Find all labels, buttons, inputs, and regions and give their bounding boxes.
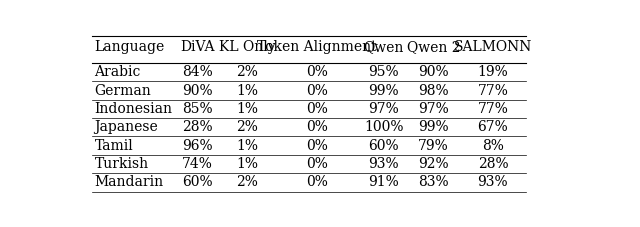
Text: 1%: 1%	[236, 84, 259, 98]
Text: 91%: 91%	[369, 175, 399, 189]
Text: 1%: 1%	[236, 102, 259, 116]
Text: 0%: 0%	[306, 157, 328, 171]
Text: 8%: 8%	[482, 139, 504, 153]
Text: 99%: 99%	[369, 84, 399, 98]
Text: 77%: 77%	[477, 84, 508, 98]
Text: 67%: 67%	[477, 120, 508, 134]
Text: KL Only: KL Only	[219, 40, 276, 54]
Text: Arabic: Arabic	[94, 65, 141, 79]
Text: 0%: 0%	[306, 65, 328, 79]
Text: 74%: 74%	[182, 157, 213, 171]
Text: 2%: 2%	[236, 120, 259, 134]
Text: 100%: 100%	[364, 120, 404, 134]
Text: Token Alignment: Token Alignment	[257, 40, 377, 54]
Text: SALMONN: SALMONN	[454, 40, 532, 54]
Text: German: German	[94, 84, 151, 98]
Text: 77%: 77%	[477, 102, 508, 116]
Text: 28%: 28%	[182, 120, 213, 134]
Text: 79%: 79%	[418, 139, 449, 153]
Text: 90%: 90%	[182, 84, 213, 98]
Text: 93%: 93%	[477, 175, 508, 189]
Text: Language: Language	[94, 40, 164, 54]
Text: 84%: 84%	[182, 65, 213, 79]
Text: 2%: 2%	[236, 175, 259, 189]
Text: 83%: 83%	[418, 175, 449, 189]
Text: Qwen 2: Qwen 2	[406, 40, 460, 54]
Text: 0%: 0%	[306, 175, 328, 189]
Text: Qwen: Qwen	[364, 40, 404, 54]
Text: Turkish: Turkish	[94, 157, 148, 171]
Text: 60%: 60%	[369, 139, 399, 153]
Text: 1%: 1%	[236, 157, 259, 171]
Text: Tamil: Tamil	[94, 139, 133, 153]
Text: 93%: 93%	[369, 157, 399, 171]
Text: Japanese: Japanese	[94, 120, 158, 134]
Text: 92%: 92%	[418, 157, 449, 171]
Text: 60%: 60%	[182, 175, 213, 189]
Text: 19%: 19%	[477, 65, 508, 79]
Text: 28%: 28%	[477, 157, 508, 171]
Text: 0%: 0%	[306, 139, 328, 153]
Text: 1%: 1%	[236, 139, 259, 153]
Text: 0%: 0%	[306, 102, 328, 116]
Text: 96%: 96%	[182, 139, 213, 153]
Text: 90%: 90%	[418, 65, 449, 79]
Text: 95%: 95%	[369, 65, 399, 79]
Text: 0%: 0%	[306, 84, 328, 98]
Text: 98%: 98%	[418, 84, 449, 98]
Text: 85%: 85%	[182, 102, 213, 116]
Text: 2%: 2%	[236, 65, 259, 79]
Text: 97%: 97%	[369, 102, 399, 116]
Text: Mandarin: Mandarin	[94, 175, 163, 189]
Text: 0%: 0%	[306, 120, 328, 134]
Text: DiVA: DiVA	[180, 40, 215, 54]
Text: 99%: 99%	[418, 120, 449, 134]
Text: Indonesian: Indonesian	[94, 102, 172, 116]
Text: 97%: 97%	[418, 102, 449, 116]
